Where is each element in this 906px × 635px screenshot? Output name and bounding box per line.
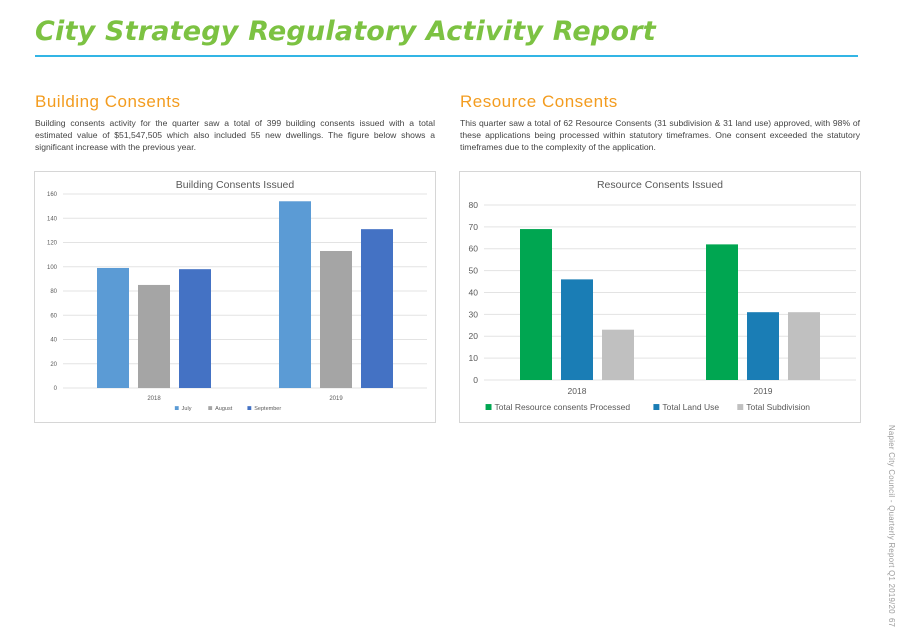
report-title: City Strategy Regulatory Activity Report: [35, 16, 656, 47]
y-tick-label: 120: [47, 241, 58, 247]
resource-consents-chart: Resource Consents Issued 0 10 20 30 40 50 60 70 8…: [459, 171, 861, 423]
legend-label: Total Subdivision: [746, 402, 810, 412]
legend-label: August: [215, 406, 233, 412]
building-consents-text: Building consents activity for the quart…: [35, 118, 435, 152]
building-consents-chart: Building Consents Issued 0 20 40 60 80 100 120 1…: [34, 171, 436, 423]
x-category-label: 2019: [754, 386, 773, 396]
page-number-text: 67: [887, 618, 896, 627]
y-tick-label: 10: [469, 353, 479, 363]
legend-swatch: [653, 404, 660, 410]
building-consents-heading: Building Consents: [35, 92, 181, 111]
bar: [320, 250, 352, 388]
chart-title: Resource Consents Issued: [597, 179, 723, 191]
building-consents-chart-svg: Building Consents Issued 0 20 40 60 80 100 120 1…: [47, 179, 427, 412]
bar: [279, 201, 311, 388]
title-divider: [35, 55, 858, 57]
resource-consents-heading: Resource Consents: [460, 92, 618, 111]
y-tick-label: 80: [50, 289, 57, 295]
y-tick-label: 0: [473, 375, 478, 385]
legend-label: Total Land Use: [662, 402, 719, 412]
resource-consents-text: This quarter saw a total of 62 Resource …: [460, 118, 860, 152]
y-tick-label: 140: [47, 216, 58, 222]
legend-swatch: [737, 404, 744, 410]
chart-title: Building Consents Issued: [176, 179, 295, 191]
side-footer-text: Napier City Council - Quarterly Report Q…: [887, 425, 896, 614]
bar: [561, 279, 593, 380]
legend-label: July: [182, 406, 192, 412]
legend-swatch: [174, 406, 179, 410]
legend-swatch: [485, 404, 492, 410]
legend-swatch: [208, 406, 213, 410]
bar: [97, 267, 129, 388]
y-tick-label: 60: [469, 244, 479, 254]
y-tick-label: 160: [47, 192, 58, 198]
y-tick-label: 40: [50, 338, 57, 344]
bar: [138, 284, 170, 388]
y-tick-label: 80: [469, 200, 479, 210]
y-tick-label: 20: [469, 331, 479, 341]
bar: [179, 269, 211, 388]
page-number: 67: [884, 618, 896, 632]
y-tick-label: 30: [469, 309, 479, 319]
y-tick-label: 100: [47, 265, 58, 271]
bar: [520, 229, 552, 380]
bar: [788, 312, 820, 380]
x-category-label: 2018: [147, 396, 161, 402]
x-category-label: 2019: [329, 396, 343, 402]
y-tick-label: 60: [50, 313, 57, 319]
side-footer: Napier City Council - Quarterly Report Q…: [884, 425, 896, 615]
x-category-label: 2018: [568, 386, 587, 396]
bar: [361, 229, 393, 388]
bar: [747, 312, 779, 380]
legend-label: Total Resource consents Processed: [495, 402, 631, 412]
legend-swatch: [247, 406, 252, 410]
y-tick-label: 0: [54, 386, 58, 392]
y-tick-label: 40: [469, 287, 479, 297]
bar: [602, 329, 634, 380]
y-tick-label: 20: [50, 362, 57, 368]
y-tick-label: 70: [469, 222, 479, 232]
y-tick-label: 50: [469, 266, 479, 276]
legend-label: September: [254, 406, 281, 412]
bar: [706, 244, 738, 380]
resource-consents-chart-svg: Resource Consents Issued 0 10 20 30 40 50 60 70 8…: [469, 179, 856, 412]
